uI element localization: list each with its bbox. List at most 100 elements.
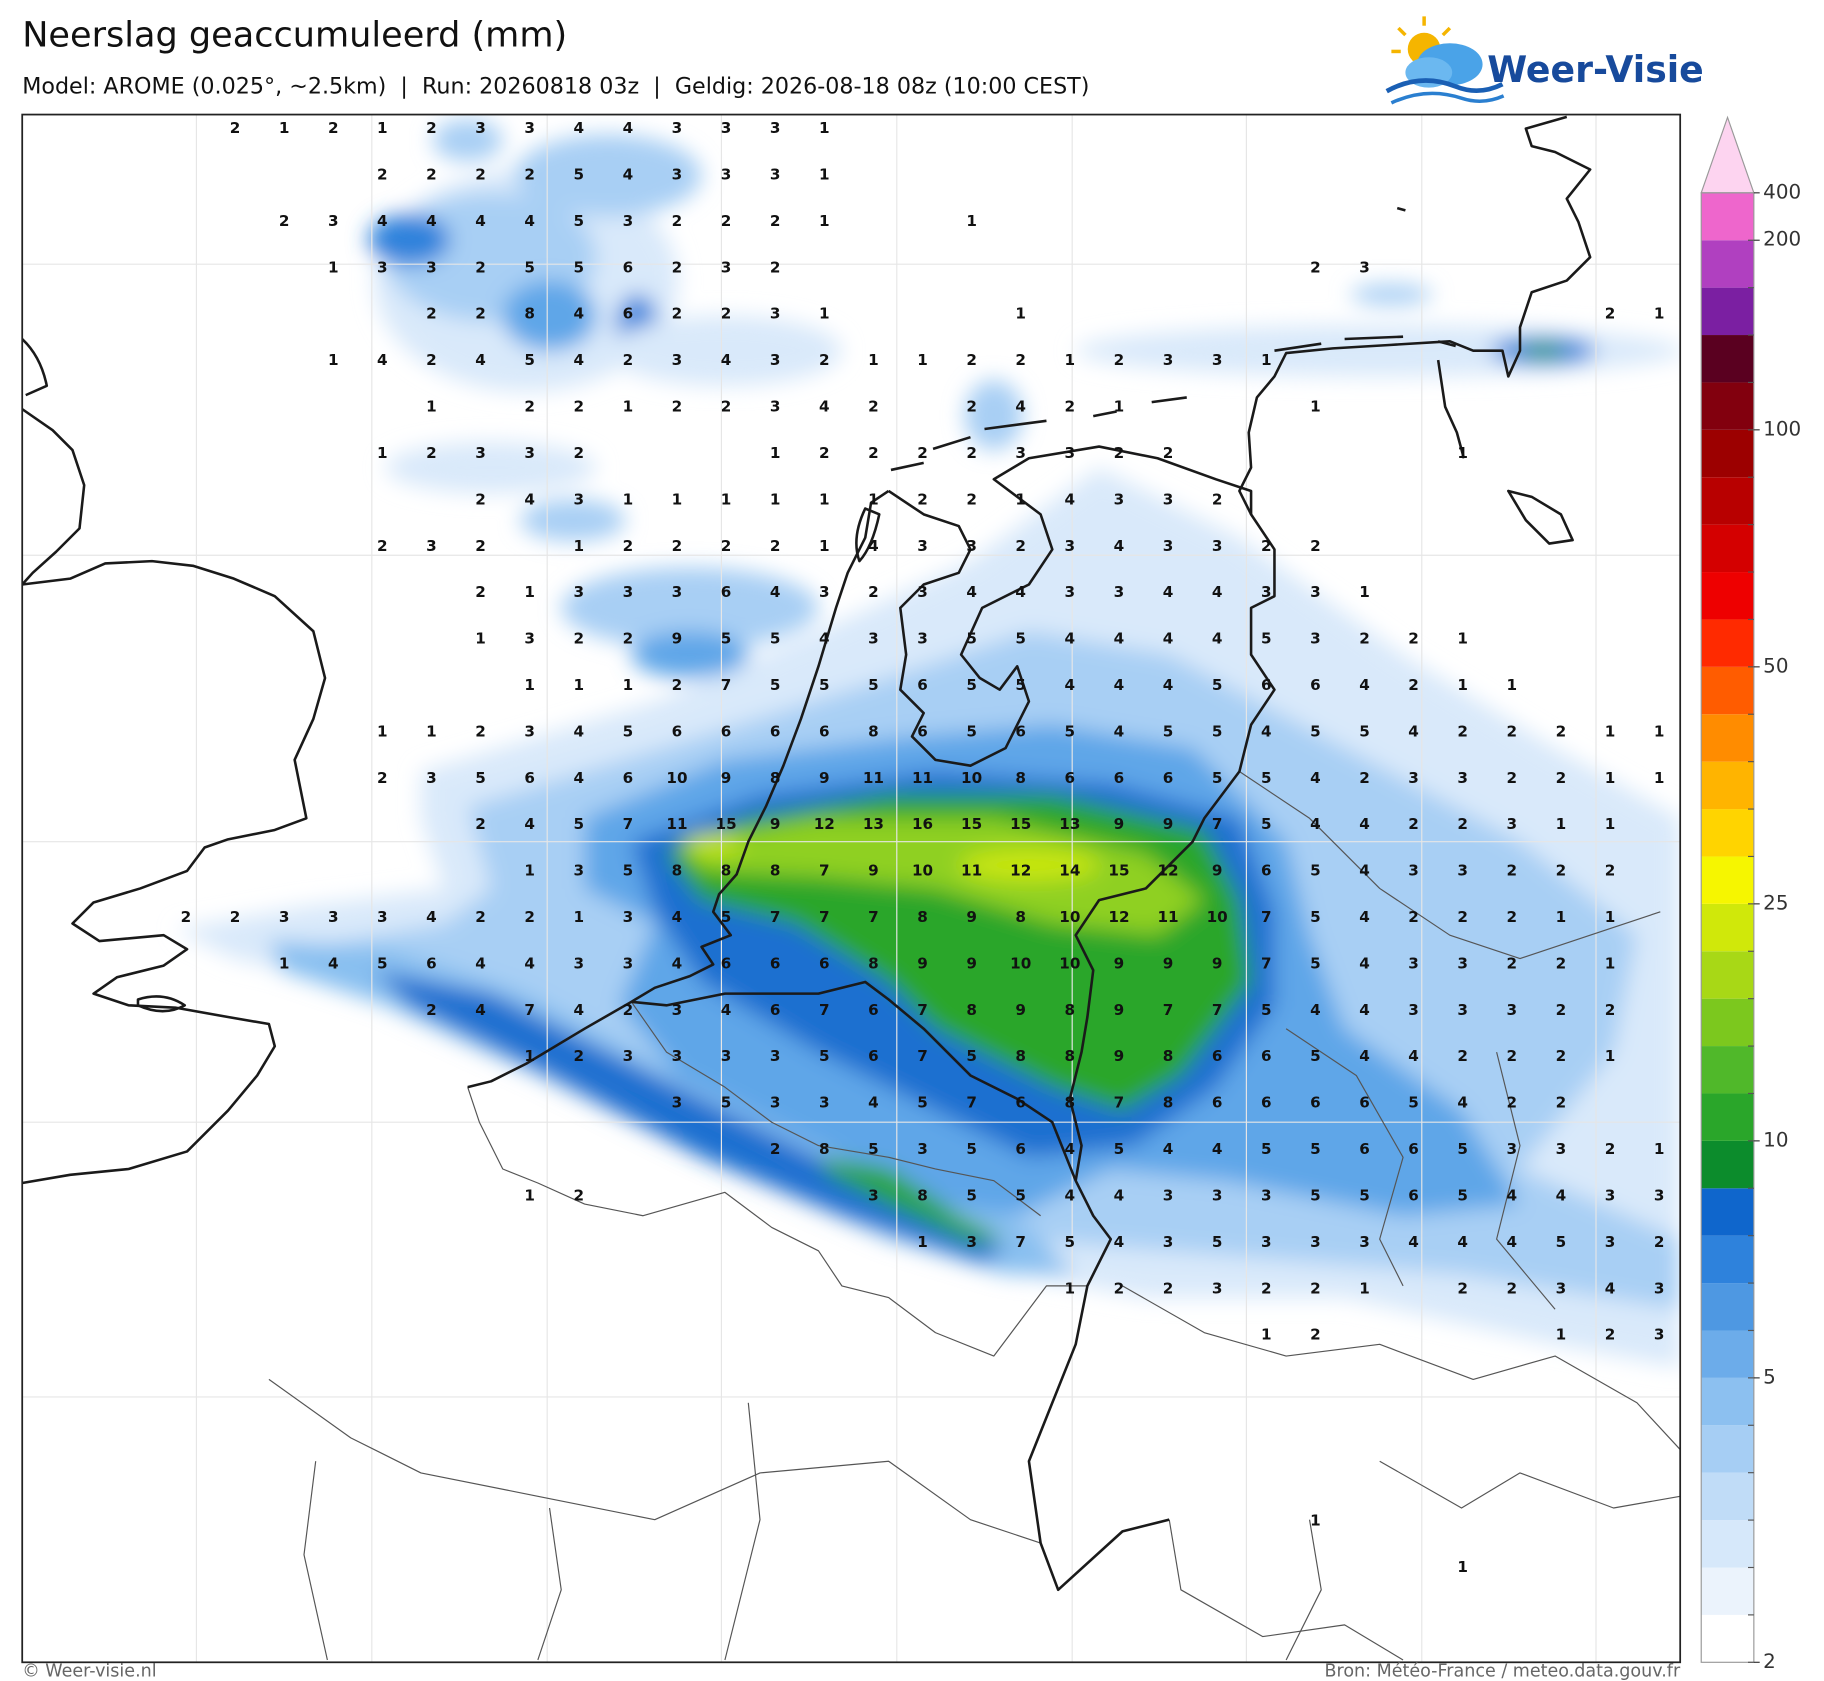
colorbar-band bbox=[1701, 998, 1754, 1047]
grid-value: 4 bbox=[1310, 769, 1321, 787]
grid-value: 1 bbox=[1261, 351, 1272, 369]
grid-value: 3 bbox=[917, 630, 928, 648]
grid-value: 6 bbox=[770, 722, 781, 740]
grid-value: 6 bbox=[1065, 769, 1076, 787]
grid-value: 4 bbox=[672, 954, 683, 972]
colorbar-band bbox=[1701, 1567, 1754, 1615]
grid-value: 4 bbox=[1114, 1233, 1125, 1251]
grid-value: 2 bbox=[573, 1186, 584, 1204]
grid-value: 1 bbox=[1605, 722, 1616, 740]
grid-value: 11 bbox=[666, 815, 687, 833]
grid-value: 7 bbox=[917, 1001, 928, 1019]
grid-value: 2 bbox=[426, 444, 437, 462]
grid-value: 3 bbox=[1654, 1279, 1665, 1297]
grid-value: 2 bbox=[475, 908, 486, 926]
colorbar-band bbox=[1701, 619, 1754, 667]
grid-value: 5 bbox=[1310, 1047, 1321, 1065]
grid-value: 1 bbox=[1015, 305, 1026, 323]
grid-value: 5 bbox=[1212, 1233, 1223, 1251]
grid-value: 6 bbox=[819, 954, 830, 972]
grid-value: 3 bbox=[426, 258, 437, 276]
grid-value: 1 bbox=[328, 351, 339, 369]
grid-value: 4 bbox=[1212, 630, 1223, 648]
grid-value: 1 bbox=[770, 444, 781, 462]
colorbar-band bbox=[1701, 666, 1754, 715]
grid-value: 4 bbox=[573, 305, 584, 323]
grid-value: 1 bbox=[573, 908, 584, 926]
grid-value: 1 bbox=[1605, 1047, 1616, 1065]
grid-value: 4 bbox=[1114, 1186, 1125, 1204]
grid-value: 4 bbox=[524, 815, 535, 833]
grid-value: 8 bbox=[524, 305, 535, 323]
grid-value: 4 bbox=[1359, 1047, 1370, 1065]
grid-value: 5 bbox=[1015, 1186, 1026, 1204]
grid-value: 4 bbox=[377, 212, 388, 230]
grid-value: 9 bbox=[819, 769, 830, 787]
grid-value: 1 bbox=[868, 351, 879, 369]
grid-value: 3 bbox=[1359, 1233, 1370, 1251]
grid-value: 3 bbox=[1605, 1186, 1616, 1204]
grid-value: 2 bbox=[1507, 1279, 1518, 1297]
colorbar-band bbox=[1701, 335, 1754, 383]
grid-value: 12 bbox=[1108, 908, 1129, 926]
grid-value: 7 bbox=[1163, 1001, 1174, 1019]
grid-value: 4 bbox=[721, 1001, 732, 1019]
grid-value: 3 bbox=[917, 537, 928, 555]
grid-value: 5 bbox=[770, 676, 781, 694]
grid-value: 4 bbox=[1359, 908, 1370, 926]
grid-value: 6 bbox=[917, 722, 928, 740]
logo: Weer-Visie bbox=[1385, 16, 1704, 105]
grid-value: 3 bbox=[1163, 1186, 1174, 1204]
grid-value: 11 bbox=[863, 769, 884, 787]
grid-value: 2 bbox=[721, 398, 732, 416]
grid-value: 2 bbox=[573, 444, 584, 462]
grid-value: 3 bbox=[1556, 1279, 1567, 1297]
grid-value: 2 bbox=[1507, 1047, 1518, 1065]
grid-value: 1 bbox=[1065, 351, 1076, 369]
grid-value: 4 bbox=[1507, 1186, 1518, 1204]
grid-value: 5 bbox=[1212, 722, 1223, 740]
grid-value: 2 bbox=[475, 537, 486, 555]
grid-value: 10 bbox=[1059, 954, 1080, 972]
grid-value: 5 bbox=[721, 1094, 732, 1112]
grid-value: 16 bbox=[912, 815, 933, 833]
grid-value: 1 bbox=[524, 1047, 535, 1065]
grid-value: 7 bbox=[1212, 815, 1223, 833]
coastlines bbox=[22, 115, 1592, 1592]
grid-value: 5 bbox=[1261, 1140, 1272, 1158]
grid-value: 3 bbox=[1163, 537, 1174, 555]
grid-value: 2 bbox=[1408, 815, 1419, 833]
grid-value: 8 bbox=[917, 908, 928, 926]
grid-value: 2 bbox=[1556, 862, 1567, 880]
grid-value: 1 bbox=[524, 583, 535, 601]
grid-value: 5 bbox=[1065, 1233, 1076, 1251]
grid-value: 8 bbox=[1163, 1047, 1174, 1065]
grid-value: 2 bbox=[672, 676, 683, 694]
borders bbox=[268, 771, 1681, 1661]
grid-value: 5 bbox=[1310, 908, 1321, 926]
colorbar-band bbox=[1701, 572, 1754, 620]
grid-value: 4 bbox=[1163, 676, 1174, 694]
grid-value: 1 bbox=[377, 722, 388, 740]
grid-value: 3 bbox=[623, 1047, 634, 1065]
grid-value: 5 bbox=[1114, 1140, 1125, 1158]
grid-value: 2 bbox=[1556, 1094, 1567, 1112]
grid-value: 14 bbox=[1059, 862, 1080, 880]
grid-value: 3 bbox=[1457, 954, 1468, 972]
grid-value: 9 bbox=[1212, 862, 1223, 880]
grid-value: 3 bbox=[623, 212, 634, 230]
grid-value: 8 bbox=[672, 862, 683, 880]
grid-value: 2 bbox=[1408, 908, 1419, 926]
grid-value: 2 bbox=[1359, 769, 1370, 787]
grid-value: 2 bbox=[573, 1047, 584, 1065]
grid-value: 1 bbox=[573, 676, 584, 694]
grid-value: 8 bbox=[1015, 1047, 1026, 1065]
grid-value: 5 bbox=[623, 862, 634, 880]
grid-value: 3 bbox=[770, 398, 781, 416]
grid-value: 1 bbox=[426, 722, 437, 740]
grid-value: 4 bbox=[426, 212, 437, 230]
grid-value: 1 bbox=[966, 212, 977, 230]
precipitation-field bbox=[175, 119, 1681, 1368]
grid-value: 3 bbox=[1507, 1001, 1518, 1019]
